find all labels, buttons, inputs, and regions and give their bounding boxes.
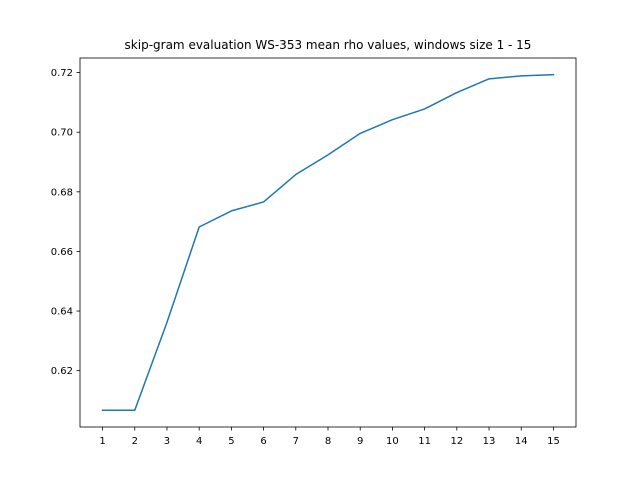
x-tick-label: 14	[515, 436, 528, 447]
x-tick-label: 8	[325, 436, 331, 447]
plot-area-frame	[79, 57, 577, 428]
x-tick-label: 3	[164, 436, 170, 447]
series-line	[101, 73, 555, 412]
x-tick-label: 15	[547, 436, 560, 447]
y-tick-label: 0.66	[51, 247, 73, 258]
x-tick-label: 5	[228, 436, 234, 447]
y-tick-label: 0.64	[51, 307, 73, 318]
y-tick-label: 0.70	[51, 128, 73, 139]
x-tick-label: 1	[99, 436, 105, 447]
x-tick-label: 10	[386, 436, 399, 447]
x-tick-label: 12	[450, 436, 463, 447]
chart-title: skip-gram evaluation WS-353 mean rho val…	[125, 38, 532, 52]
x-tick-label: 9	[357, 436, 363, 447]
y-tick-label: 0.62	[51, 366, 73, 377]
x-tick-label: 11	[418, 436, 431, 447]
x-tick-label: 7	[293, 436, 299, 447]
y-tick-label: 0.68	[51, 187, 73, 198]
x-tick-label: 4	[196, 436, 202, 447]
x-tick-label: 6	[260, 436, 266, 447]
x-tick-label: 13	[483, 436, 496, 447]
y-axis-ticks: 0.62 0.64 0.66 0.68 0.70 0.72	[51, 68, 80, 377]
x-tick-label: 2	[132, 436, 138, 447]
y-tick-label: 0.72	[51, 68, 73, 79]
x-axis-ticks: 1 2 3 4 5 6 7 8 9 10 11 12 13 14 15	[99, 427, 560, 447]
